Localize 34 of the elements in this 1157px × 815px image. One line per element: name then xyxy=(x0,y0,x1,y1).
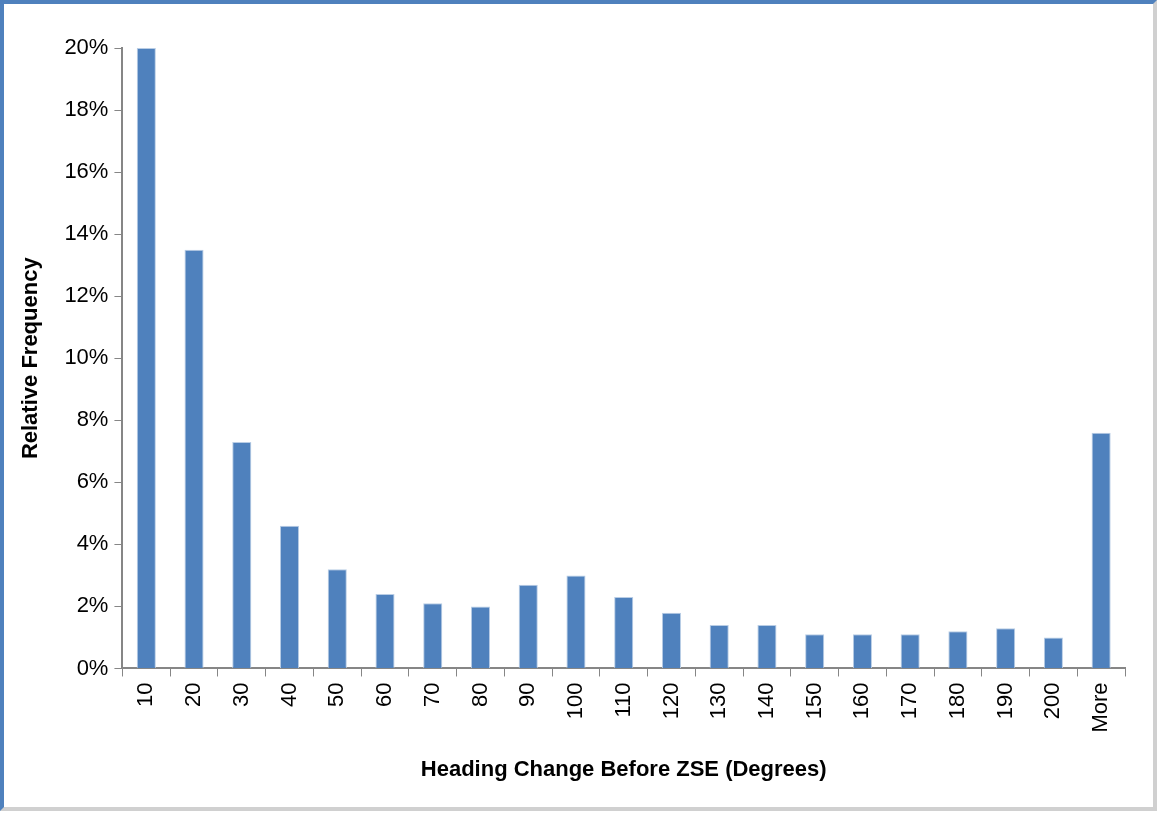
x-tick-label: 80 xyxy=(466,682,492,707)
y-tick-label: 0% xyxy=(76,654,109,680)
x-tick-label: More xyxy=(1087,682,1113,733)
x-tick-label: 20 xyxy=(180,682,206,707)
x-tick-label: 140 xyxy=(753,682,778,720)
y-tick-label: 4% xyxy=(76,530,109,556)
x-tick-label: 160 xyxy=(848,682,874,720)
y-tick-label: 16% xyxy=(64,158,109,184)
x-tick-label: 130 xyxy=(705,682,731,720)
x-tick-label: 110 xyxy=(609,682,635,718)
y-tick-label: 6% xyxy=(76,468,109,494)
y-tick-label: 20% xyxy=(64,34,109,60)
x-tick-label: 30 xyxy=(227,682,253,707)
y-tick-label: 12% xyxy=(64,282,109,308)
x-tick-label: 40 xyxy=(275,682,301,707)
x-tick-label: 70 xyxy=(418,682,444,707)
y-tick-label: 8% xyxy=(76,406,109,432)
y-tick-label: 18% xyxy=(64,96,109,122)
x-axis-title: Heading Change Before ZSE (Degrees) xyxy=(420,755,827,781)
x-tick-label: 50 xyxy=(323,682,349,707)
x-tick-label: 180 xyxy=(943,682,969,720)
x-tick-label: 190 xyxy=(991,682,1017,720)
x-tick-label: 90 xyxy=(514,682,540,707)
x-tick-label: 200 xyxy=(1039,682,1065,720)
y-tick-label: 10% xyxy=(64,344,109,370)
x-tick-label: 120 xyxy=(657,682,683,720)
x-tick-label: 60 xyxy=(371,682,397,707)
x-tick-label: 100 xyxy=(562,682,588,720)
y-tick-label: 14% xyxy=(64,220,109,246)
x-tick-label: 170 xyxy=(896,682,922,720)
x-tick-label: 150 xyxy=(800,682,826,720)
y-axis-title: Relative Frequency xyxy=(17,256,43,460)
y-tick-label: 2% xyxy=(76,592,109,618)
x-tick-label: 10 xyxy=(132,682,158,707)
